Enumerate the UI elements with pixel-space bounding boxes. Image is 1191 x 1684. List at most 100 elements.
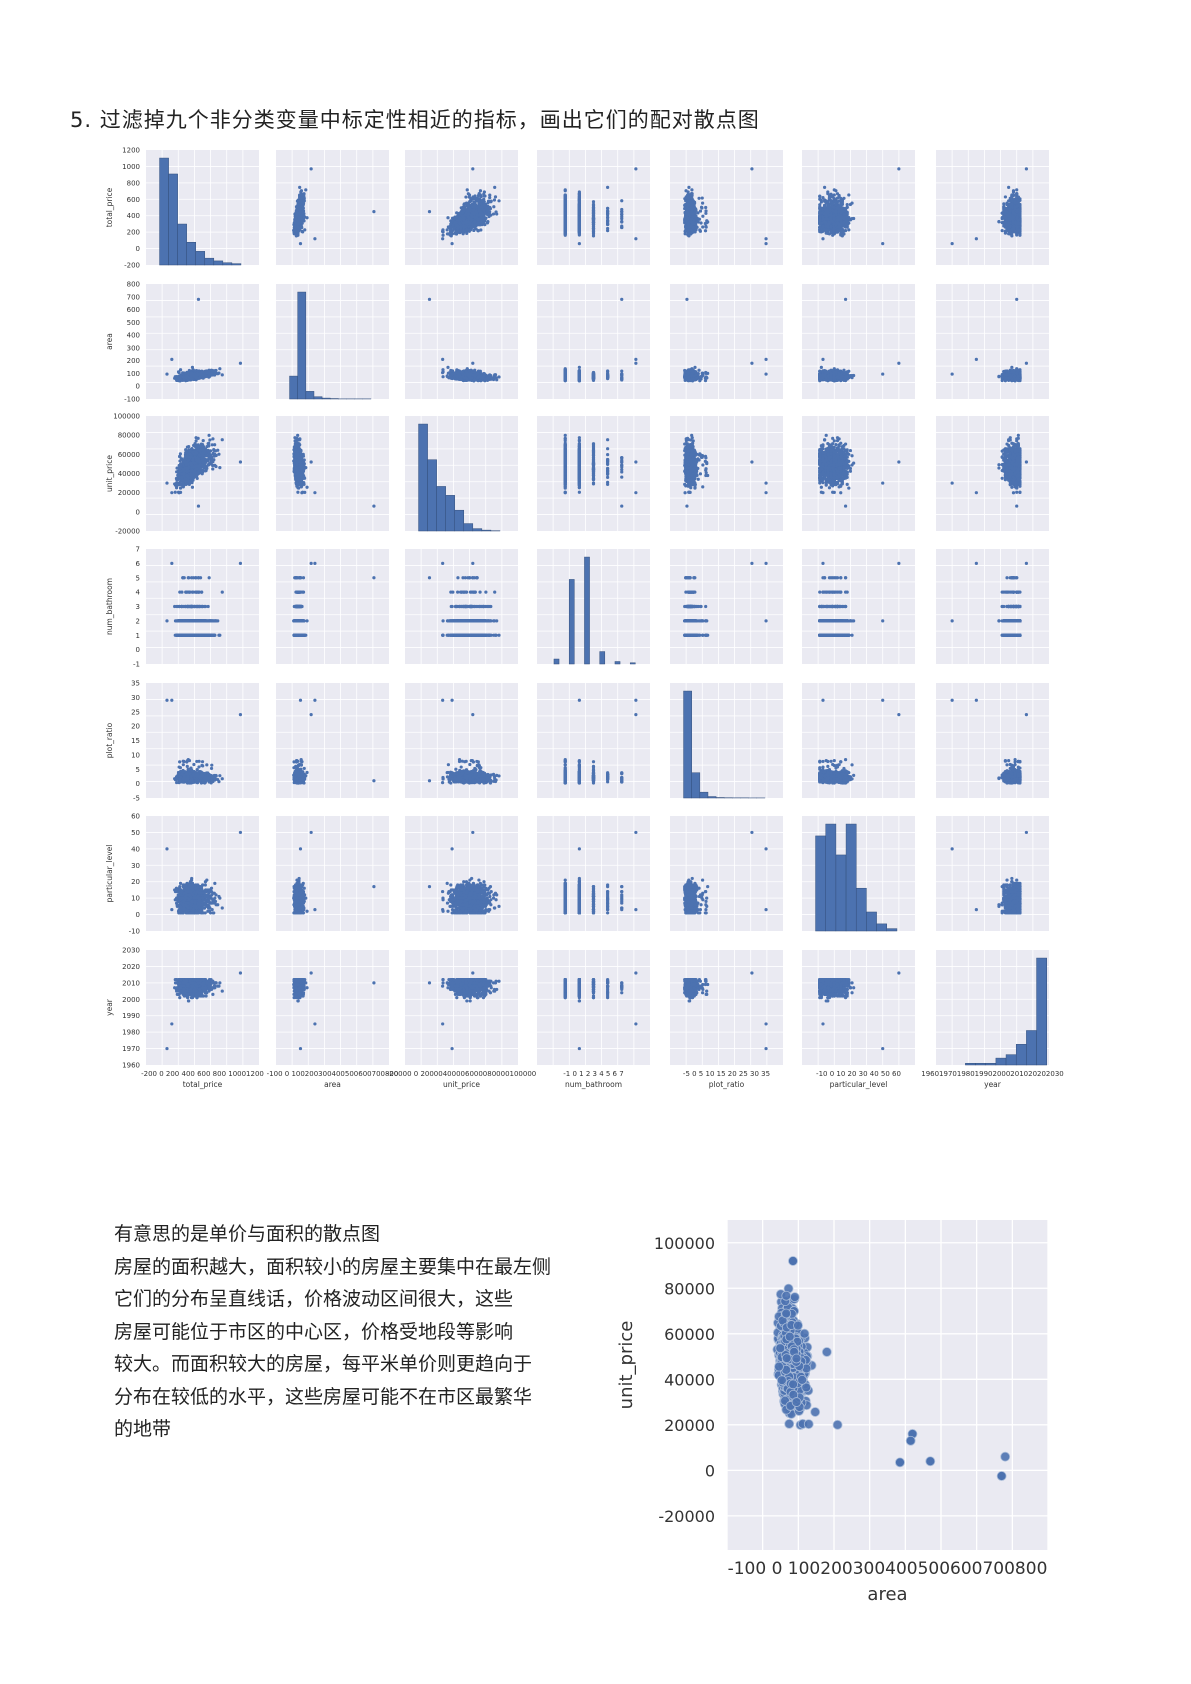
scatter-point: [441, 234, 444, 237]
scatter-point: [473, 220, 476, 223]
histogram-bar: [160, 158, 169, 265]
scatter-point: [310, 167, 313, 170]
scatter-point: [299, 208, 302, 211]
scatter-point: [461, 211, 464, 214]
scatter-point: [487, 199, 490, 202]
scatter-point: [313, 237, 316, 240]
scatter-point: [578, 225, 581, 228]
scatter-point: [449, 230, 452, 233]
scatter-point: [482, 222, 485, 225]
scatter-point: [699, 221, 702, 224]
scatter-point: [441, 228, 444, 231]
scatter-point: [468, 193, 471, 196]
scatter-point: [476, 218, 479, 221]
scatter-point: [492, 205, 495, 208]
scatter-point: [704, 229, 707, 232]
scatter-point: [564, 201, 567, 204]
scatter-point: [456, 227, 459, 230]
pairplot-panel-total_price-total_price: [146, 150, 259, 265]
panel-background: [276, 150, 389, 265]
scatter-point: [592, 206, 595, 209]
pairplot-panel-total_price-num_bathroom: [537, 150, 650, 265]
scatter-point: [296, 234, 299, 237]
scatter-point: [578, 210, 581, 213]
scatter-point: [482, 193, 485, 196]
scatter-point: [465, 232, 468, 235]
pairplot-panel-total_price-area: [276, 150, 389, 265]
scatter-point: [634, 167, 637, 170]
scatter-point: [295, 213, 298, 216]
scatter-point: [304, 188, 307, 191]
scatter-point: [299, 193, 302, 196]
scatter-point: [487, 212, 490, 215]
scatter-point: [704, 209, 707, 212]
scatter-point: [464, 195, 467, 198]
scatter-point: [483, 200, 486, 203]
scatter-point: [578, 242, 581, 245]
scatter-point: [298, 186, 301, 189]
scatter-point: [592, 234, 595, 237]
scatter-point: [620, 217, 623, 220]
scatter-point: [472, 229, 475, 232]
scatter-point: [488, 196, 491, 199]
scatter-point: [479, 193, 482, 196]
scatter-point: [497, 199, 500, 202]
scatter-point: [303, 228, 306, 231]
histogram-bar: [169, 174, 178, 265]
scatter-point: [460, 230, 463, 233]
scatter-point: [457, 212, 460, 215]
scatter-point: [300, 225, 303, 228]
scatter-point: [578, 218, 581, 221]
scatter-point: [620, 199, 623, 202]
scatter-point: [482, 203, 485, 206]
scatter-point: [469, 222, 472, 225]
scatter-point: [564, 188, 567, 191]
scatter-point: [478, 206, 481, 209]
scatter-point: [464, 225, 467, 228]
scatter-point: [465, 228, 468, 231]
scatter-point: [479, 189, 482, 192]
scatter-point: [606, 223, 609, 226]
scatter-point: [454, 221, 457, 224]
scatter-point: [441, 237, 444, 240]
scatter-point: [701, 215, 704, 218]
scatter-point: [484, 217, 487, 220]
scatter-point: [460, 206, 463, 209]
scatter-point: [297, 222, 300, 225]
scatter-point: [606, 229, 609, 232]
scatter-point: [493, 186, 496, 189]
scatter-point: [452, 218, 455, 221]
scatter-point: [473, 225, 476, 228]
scatter-point: [494, 195, 497, 198]
scatter-point: [473, 216, 476, 219]
scatter-point: [305, 216, 308, 219]
scatter-point: [296, 225, 299, 228]
scatter-point: [592, 225, 595, 228]
histogram-bar: [196, 251, 205, 265]
scatter-point: [450, 242, 453, 245]
scatter-point: [696, 211, 699, 214]
scatter-point: [620, 210, 623, 213]
scatter-point: [428, 210, 431, 213]
scatter-point: [564, 213, 567, 216]
scatter-point: [701, 225, 704, 228]
scatter-point: [578, 193, 581, 196]
scatter-point: [458, 218, 461, 221]
scatter-point: [606, 213, 609, 216]
scatter-point: [470, 218, 473, 221]
scatter-point: [475, 199, 478, 202]
scatter-point: [564, 230, 567, 233]
histogram-bar: [205, 258, 214, 265]
scatter-point: [472, 212, 475, 215]
scatter-point: [486, 221, 489, 224]
scatter-point: [606, 207, 609, 210]
scatter-point: [606, 216, 609, 219]
scatter-point: [482, 208, 485, 211]
scatter-point: [469, 228, 472, 231]
scatter-point: [592, 215, 595, 218]
scatter-point: [494, 210, 497, 213]
pairplot-panel-total_price-plot_ratio: [670, 150, 783, 265]
scatter-point: [446, 216, 449, 219]
scatter-point: [294, 230, 297, 233]
scatter-point: [446, 228, 449, 231]
